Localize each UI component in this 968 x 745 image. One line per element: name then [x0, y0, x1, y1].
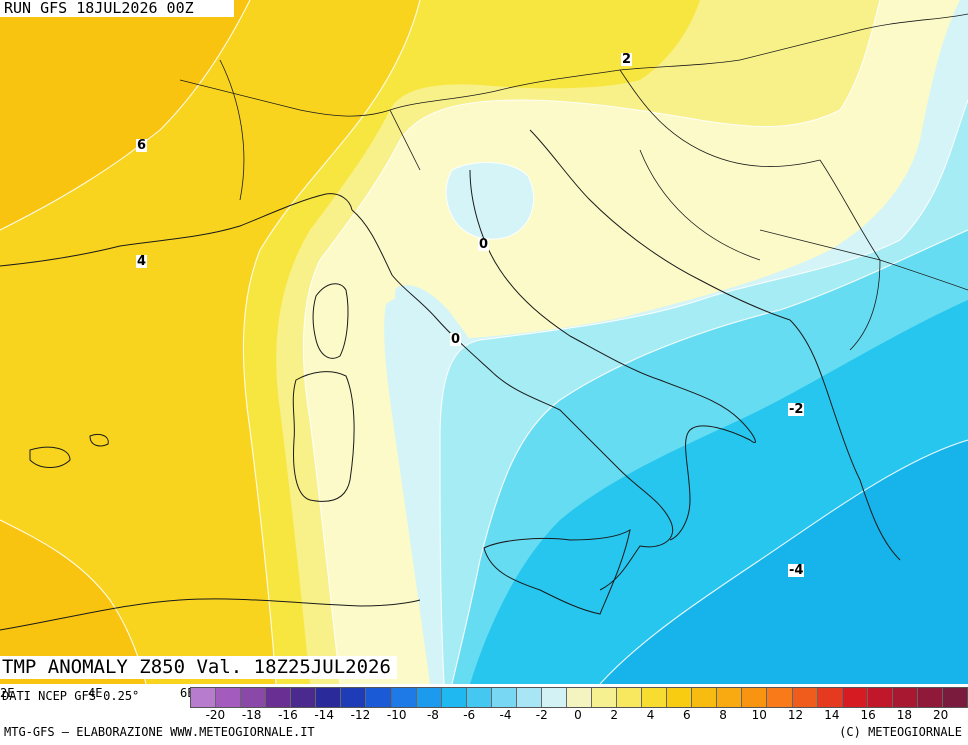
legend-tick-label: 18	[896, 708, 912, 722]
legend-tick-label: 8	[719, 708, 727, 722]
legend-swatch	[291, 688, 317, 707]
legend-swatch	[466, 688, 492, 707]
color-legend-ticks: -20 -18 -16 -14 -12 -10 -8 -6 -4 -2 0 2 4 6 8 10 12 14 16 1…	[190, 708, 966, 724]
longitude-label: 2E	[0, 686, 15, 700]
legend-tick-label: 16	[860, 708, 876, 722]
map-title: TMP ANOMALY Z850 Val. 18Z25JUL2026	[0, 656, 397, 679]
contour-label-4: 4	[136, 254, 148, 269]
longitude-label: 4E	[88, 686, 103, 700]
legend-tick-label: -4	[499, 708, 512, 722]
legend-swatch	[416, 688, 442, 707]
footer-copyright: (C) METEOGIORNALE	[839, 725, 962, 739]
legend-tick-label: -20	[205, 708, 226, 722]
coastlines	[0, 129, 901, 631]
legend-swatch	[216, 688, 242, 707]
legend-swatch	[842, 688, 868, 707]
legend-tick-label: -10	[386, 708, 407, 722]
legend-swatch	[892, 688, 918, 707]
legend-tick-label: 4	[646, 708, 655, 722]
legend-tick-label: -12	[350, 708, 371, 722]
legend-swatch	[717, 688, 743, 707]
legend-swatch	[617, 688, 643, 707]
contour-label-2: 2	[621, 52, 633, 67]
legend-swatch	[592, 688, 618, 707]
legend-swatch	[391, 688, 417, 707]
legend-swatch	[491, 688, 517, 707]
legend-swatch	[792, 688, 818, 707]
legend-swatch	[817, 688, 843, 707]
legend-swatch	[692, 688, 718, 707]
legend-swatch	[742, 688, 768, 707]
borders	[179, 13, 968, 351]
field-plus6-core	[0, 0, 250, 230]
legend-swatch	[191, 688, 217, 707]
legend-tick-label: 10	[751, 708, 767, 722]
legend-swatch	[241, 688, 267, 707]
contour-label-0-north: 0	[478, 237, 490, 252]
contour-label-0-south: 0	[450, 332, 462, 347]
legend-swatch	[942, 688, 967, 707]
legend-swatch	[366, 688, 392, 707]
field-plus4-band	[0, 0, 420, 684]
legend-swatch	[441, 688, 467, 707]
legend-swatch	[316, 688, 342, 707]
legend-swatch	[566, 688, 592, 707]
legend-swatch	[767, 688, 793, 707]
color-legend	[190, 687, 968, 708]
legend-tick-label: 20	[932, 708, 949, 722]
run-label: RUN GFS 18JUL2026 00Z	[0, 0, 234, 17]
field-plus6-south	[0, 520, 146, 684]
legend-tick-label: 6	[682, 708, 691, 722]
data-source: DATI NCEP GFS 0.25°	[2, 689, 140, 703]
legend-swatch	[266, 688, 292, 707]
legend-tick-label: -14	[314, 708, 334, 722]
legend-swatch	[917, 688, 943, 707]
legend-swatch	[867, 688, 893, 707]
legend-tick-label: 14	[824, 708, 840, 722]
legend-tick-label: -2	[535, 708, 548, 722]
legend-swatch	[516, 688, 542, 707]
legend-swatch	[667, 688, 693, 707]
legend-swatch	[341, 688, 367, 707]
contour-lines	[0, 0, 968, 684]
legend-tick-label: -6	[463, 708, 476, 722]
contour-label-6: 6	[136, 138, 148, 153]
field-adriatic-blob	[446, 162, 534, 240]
contour-label-minus2: -2	[788, 402, 805, 417]
map-area: 6 4 2 0 0 -2 -4 RUN GFS 18JUL2026 00Z TM…	[0, 0, 968, 684]
anomaly-map	[0, 0, 968, 684]
legend-tick-label: 2	[610, 708, 619, 722]
legend-tick-label: -8	[426, 708, 439, 722]
legend-tick-label: -18	[241, 708, 262, 722]
legend-tick-label: -16	[278, 708, 298, 722]
footer-credit: MTG-GFS — ELABORAZIONE WWW.METEOGIORNALE…	[4, 725, 315, 739]
legend-swatch	[642, 688, 668, 707]
legend-swatch	[541, 688, 567, 707]
contour-label-minus4: -4	[788, 563, 805, 578]
legend-tick-label: 12	[787, 708, 804, 722]
legend-tick-label: 0	[574, 708, 582, 722]
